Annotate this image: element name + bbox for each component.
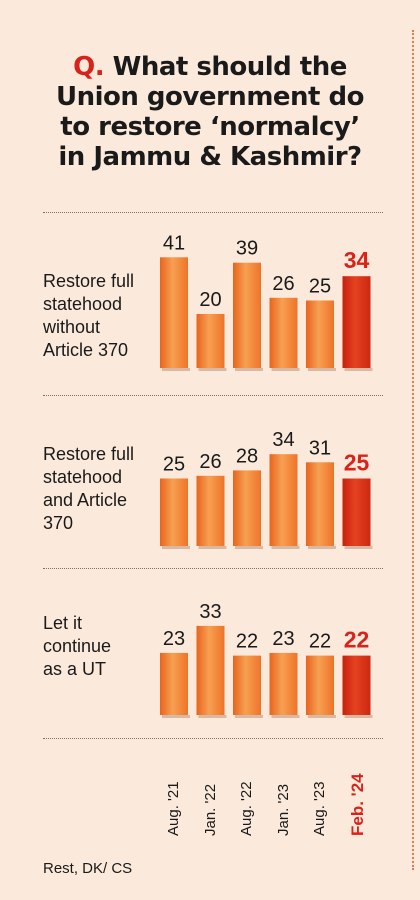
bar-shadow bbox=[344, 546, 373, 549]
bar bbox=[306, 300, 334, 368]
data-label: 26 bbox=[272, 273, 294, 295]
bar bbox=[269, 297, 298, 368]
data-label: 33 bbox=[199, 601, 221, 623]
bar bbox=[196, 625, 225, 715]
bar-shadow bbox=[344, 715, 373, 718]
separator-line bbox=[43, 395, 383, 396]
data-label: 26 bbox=[199, 451, 221, 473]
x-tick-label: Feb. '24 bbox=[347, 773, 367, 836]
x-tick-label: Aug. '21 bbox=[165, 781, 182, 836]
bar bbox=[160, 652, 188, 715]
bar-shadow bbox=[271, 546, 300, 549]
data-label: 34 bbox=[344, 247, 370, 273]
group-label-without-article-370: Restore full statehood without Article 3… bbox=[43, 271, 135, 360]
data-label: 39 bbox=[236, 238, 258, 260]
bar-shadow bbox=[344, 368, 373, 371]
bar bbox=[233, 470, 261, 546]
data-label: 25 bbox=[344, 450, 370, 476]
bar bbox=[233, 262, 261, 368]
chart-title: Q. What should the Union government do t… bbox=[0, 52, 420, 172]
title-line-3: to restore ‘normalcy’ bbox=[60, 112, 360, 142]
bar-shadow bbox=[162, 368, 190, 371]
bar-shadow bbox=[308, 546, 336, 549]
x-tick-label: Jan. '22 bbox=[201, 783, 219, 836]
bar bbox=[342, 276, 371, 368]
data-label: 31 bbox=[309, 437, 331, 459]
title-line-4: in Jammu & Kashmir? bbox=[58, 142, 362, 172]
title-line-2: Union government do bbox=[55, 82, 365, 112]
decorative-dotted-border bbox=[412, 30, 414, 870]
title-q-marker: Q. bbox=[73, 52, 105, 82]
data-label: 25 bbox=[309, 276, 331, 298]
x-tick-label: Aug. '22 bbox=[238, 781, 255, 836]
title-line-1: Q. What should the bbox=[73, 52, 347, 82]
bar-shadow bbox=[162, 715, 190, 718]
bar-shadow bbox=[271, 368, 300, 371]
bar-shadow bbox=[198, 715, 227, 718]
bar-shadow bbox=[271, 715, 300, 718]
bar bbox=[196, 314, 225, 368]
data-label: 41 bbox=[163, 232, 185, 254]
separator-line bbox=[43, 568, 383, 569]
data-label: 22 bbox=[344, 627, 370, 653]
data-label: 34 bbox=[272, 429, 294, 451]
bar bbox=[160, 478, 188, 546]
x-tick-label: Jan. '23 bbox=[274, 783, 292, 836]
data-label: 22 bbox=[236, 631, 258, 653]
bar bbox=[160, 257, 188, 368]
bar bbox=[306, 655, 334, 715]
data-label: 25 bbox=[163, 454, 185, 476]
group-label-continue-ut: Let it continue as a UT bbox=[43, 613, 112, 679]
data-label: 23 bbox=[163, 628, 185, 650]
data-label: 23 bbox=[272, 628, 294, 650]
separator-line bbox=[43, 738, 383, 739]
bar bbox=[233, 655, 261, 715]
bar bbox=[306, 462, 334, 546]
bar-shadow bbox=[162, 546, 190, 549]
bar-shadow bbox=[308, 715, 336, 718]
bar-shadow bbox=[198, 546, 227, 549]
data-label: 22 bbox=[309, 631, 331, 653]
bar-shadow bbox=[235, 546, 263, 549]
bar bbox=[342, 478, 371, 546]
group-label-with-article-370: Restore full statehood and Article 370 bbox=[43, 444, 135, 533]
source-footer: Rest, DK/ CS bbox=[43, 860, 133, 877]
bar-shadow bbox=[198, 368, 227, 371]
bar bbox=[269, 454, 298, 546]
bar bbox=[342, 655, 371, 715]
bar-shadow bbox=[235, 368, 263, 371]
x-tick-label: Aug. '23 bbox=[311, 781, 328, 836]
data-label: 28 bbox=[236, 445, 258, 467]
data-label: 20 bbox=[199, 289, 221, 311]
bar bbox=[196, 475, 225, 546]
bar-shadow bbox=[308, 368, 336, 371]
bar-shadow bbox=[235, 715, 263, 718]
bar bbox=[269, 652, 298, 715]
separator-line bbox=[43, 212, 383, 213]
